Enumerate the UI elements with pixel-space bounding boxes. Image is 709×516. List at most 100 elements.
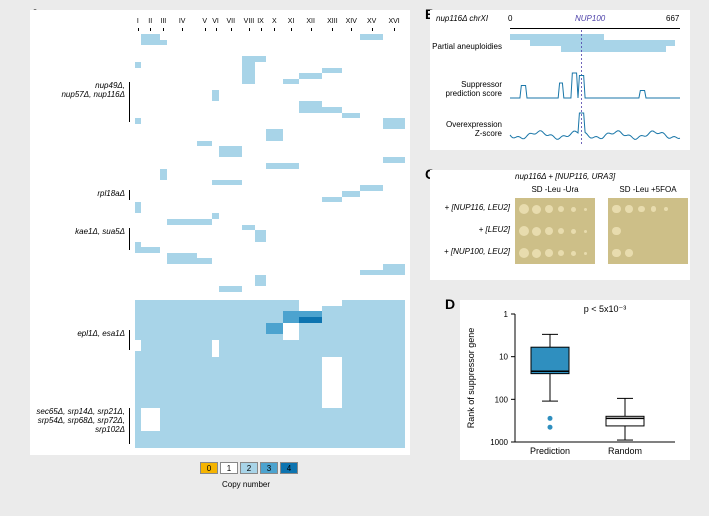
heatmap-cell [212,286,219,292]
plate-col-header: SD -Leu -Ura [515,185,595,194]
heatmap-cell [219,442,242,448]
colony-spot [571,229,576,234]
colony-spot [612,227,621,236]
svg-text:Random: Random [608,446,642,456]
heatmap-cell [242,442,255,448]
chrom-label: VII [219,18,242,25]
chrom-label: IX [255,18,265,25]
heatmap-cell [322,286,342,292]
colony-spot [558,250,564,256]
svg-text:1: 1 [504,310,509,319]
colony-spot [571,251,576,256]
heatmap-top [135,34,405,292]
heatmap-cell [266,442,283,448]
heatmap-cell [197,442,212,448]
panel-b: nup116Δ chrXI 0 NUP100 667 Partial aneup… [430,10,690,150]
colony-spot [612,205,621,214]
legend-swatch: 3 [260,462,278,474]
heatmap-cell [383,286,405,292]
heatmap-cell [360,442,383,448]
chrom-label: X [266,18,283,25]
colony-spot [625,205,633,213]
legend-swatch: 0 [200,462,218,474]
heatmap-cell [322,442,342,448]
copy-number-legend: 01234 [200,462,298,474]
chrom-label: XI [283,18,299,25]
row-group-label: nup49Δ,nup57Δ, nup116Δ [15,82,125,100]
heatmap-cell [266,286,283,292]
heatmap-cell [255,286,265,292]
heatmap-cell [283,286,299,292]
panel-c-header: nup116Δ + [NUP116, URA3] [515,172,615,181]
heatmap-cell [212,442,219,448]
svg-text:Rank of suppressor gene: Rank of suppressor gene [466,328,476,429]
heatmap-cell [342,286,359,292]
colony-spot [571,207,576,212]
colony-spot [519,204,529,214]
heatmap-cell [242,286,255,292]
legend-swatch: 1 [220,462,238,474]
heatmap-cell [283,442,299,448]
chrom-label: V [197,18,212,25]
colony-spot [545,205,553,213]
svg-text:1000: 1000 [490,438,508,447]
chrom-label: XIII [322,18,342,25]
plate-row-label: + [NUP116, LEU2] [430,203,510,212]
colony-spot [638,206,645,213]
chrom-label: XV [360,18,383,25]
panel-d-label: D [445,296,455,312]
colony-spot [558,228,564,234]
colony-spot [545,249,553,257]
colony-spot [584,252,587,255]
legend-label: Copy number [222,480,270,489]
heatmap-cell [197,286,212,292]
colony-spot [651,206,656,211]
chrom-label: XIV [343,18,360,25]
svg-text:p < 5x10⁻³: p < 5x10⁻³ [584,304,627,314]
colony-spot [545,227,553,235]
legend-swatch: 4 [280,462,298,474]
colony-spot [519,248,529,258]
heatmap-cell [219,286,242,292]
heatmap-cell [299,442,322,448]
row-group-label: kae1Δ, sua5Δ [15,228,125,237]
chrom-label: III [160,18,167,25]
heatmap-cell [383,442,405,448]
svg-text:Prediction: Prediction [530,446,570,456]
colony-spot [558,206,564,212]
plate-col-header: SD -Leu +5FOA [608,185,688,194]
heatmap-cell [342,442,359,448]
chrom-label: XVI [383,18,405,25]
heatmap-cell [360,286,383,292]
heatmap-cell [141,286,160,292]
chrom-label: IV [167,18,197,25]
heatmap-cell [141,442,160,448]
heatmap-cell [160,286,167,292]
svg-text:100: 100 [495,395,509,404]
colony-spot [532,205,541,214]
chrom-label: VIII [242,18,255,25]
panel-c: nup116Δ + [NUP116, URA3] SD -Leu -Ura SD … [430,170,690,280]
colony-spot [519,226,529,236]
panel-d: 1101001000Rank of suppressor genep < 5x1… [460,300,690,460]
chrom-label: VI [212,18,219,25]
colony-spot [584,208,587,211]
heatmap-cell [160,442,167,448]
row-group-label: sec65Δ, srp14Δ, srp21Δ,srp54Δ, srp68Δ, s… [15,408,125,434]
heatmap-cell [255,442,265,448]
chrom-label: II [141,18,160,25]
heatmap-cell [299,286,322,292]
row-group-label: epl1Δ, esa1Δ [15,330,125,339]
colony-spot [532,227,541,236]
legend-swatch: 2 [240,462,258,474]
heatmap-cell [167,442,197,448]
heatmap-cell [167,286,197,292]
plate-row-label: + [LEU2] [430,225,510,234]
colony-spot [584,230,587,233]
heatmap-bottom [135,300,405,448]
boxplot: 1101001000Rank of suppressor genep < 5x1… [460,300,690,460]
colony-spot [625,249,633,257]
row-group-label: rpl18aΔ [15,190,125,199]
colony-spot [612,249,621,258]
plate-row-label: + [NUP100, LEU2] [430,247,510,256]
